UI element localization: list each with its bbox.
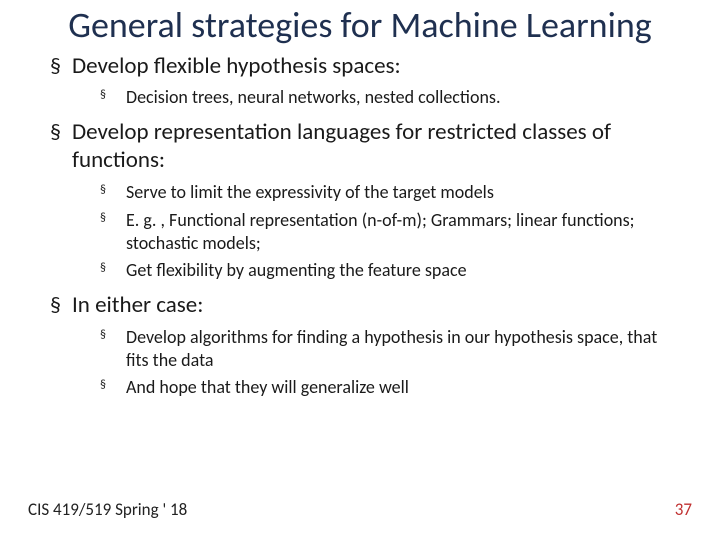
sub-bullet-item: E. g. , Functional representation (n-of-… [100,209,670,256]
bullet-text: In either case: [72,291,203,319]
slide: General strategies for Machine Learning … [0,0,720,540]
sub-bullet-text: And hope that they will generalize well [126,376,409,398]
sub-bullet-item: And hope that they will generalize well [100,376,670,399]
bullet-item: In either case: Develop algorithms for f… [50,291,670,400]
bullet-list-level1: Develop flexible hypothesis spaces: Deci… [50,52,670,400]
bullet-list-level2: Serve to limit the expressivity of the t… [100,181,670,283]
footer-course: CIS 419/519 Spring ' 18 [28,499,187,520]
bullet-text: Develop representation languages for res… [72,118,611,175]
sub-bullet-text: Serve to limit the expressivity of the t… [126,181,494,203]
slide-content: Develop flexible hypothesis spaces: Deci… [0,46,720,400]
bullet-item: Develop flexible hypothesis spaces: Deci… [50,52,670,110]
bullet-item: Develop representation languages for res… [50,118,670,283]
slide-title: General strategies for Machine Learning [0,0,720,46]
sub-bullet-text: E. g. , Functional representation (n-of-… [126,209,635,254]
sub-bullet-item: Decision trees, neural networks, nested … [100,86,670,109]
sub-bullet-text: Get flexibility by augmenting the featur… [126,259,467,281]
sub-bullet-text: Develop algorithms for finding a hypothe… [126,326,657,371]
bullet-list-level2: Decision trees, neural networks, nested … [100,86,670,109]
bullet-text: Develop flexible hypothesis spaces: [72,52,401,80]
sub-bullet-text: Decision trees, neural networks, nested … [126,86,500,108]
bullet-list-level2: Develop algorithms for finding a hypothe… [100,326,670,400]
sub-bullet-item: Serve to limit the expressivity of the t… [100,181,670,204]
sub-bullet-item: Get flexibility by augmenting the featur… [100,259,670,282]
sub-bullet-item: Develop algorithms for finding a hypothe… [100,326,670,373]
footer-page-number: 37 [675,499,692,520]
